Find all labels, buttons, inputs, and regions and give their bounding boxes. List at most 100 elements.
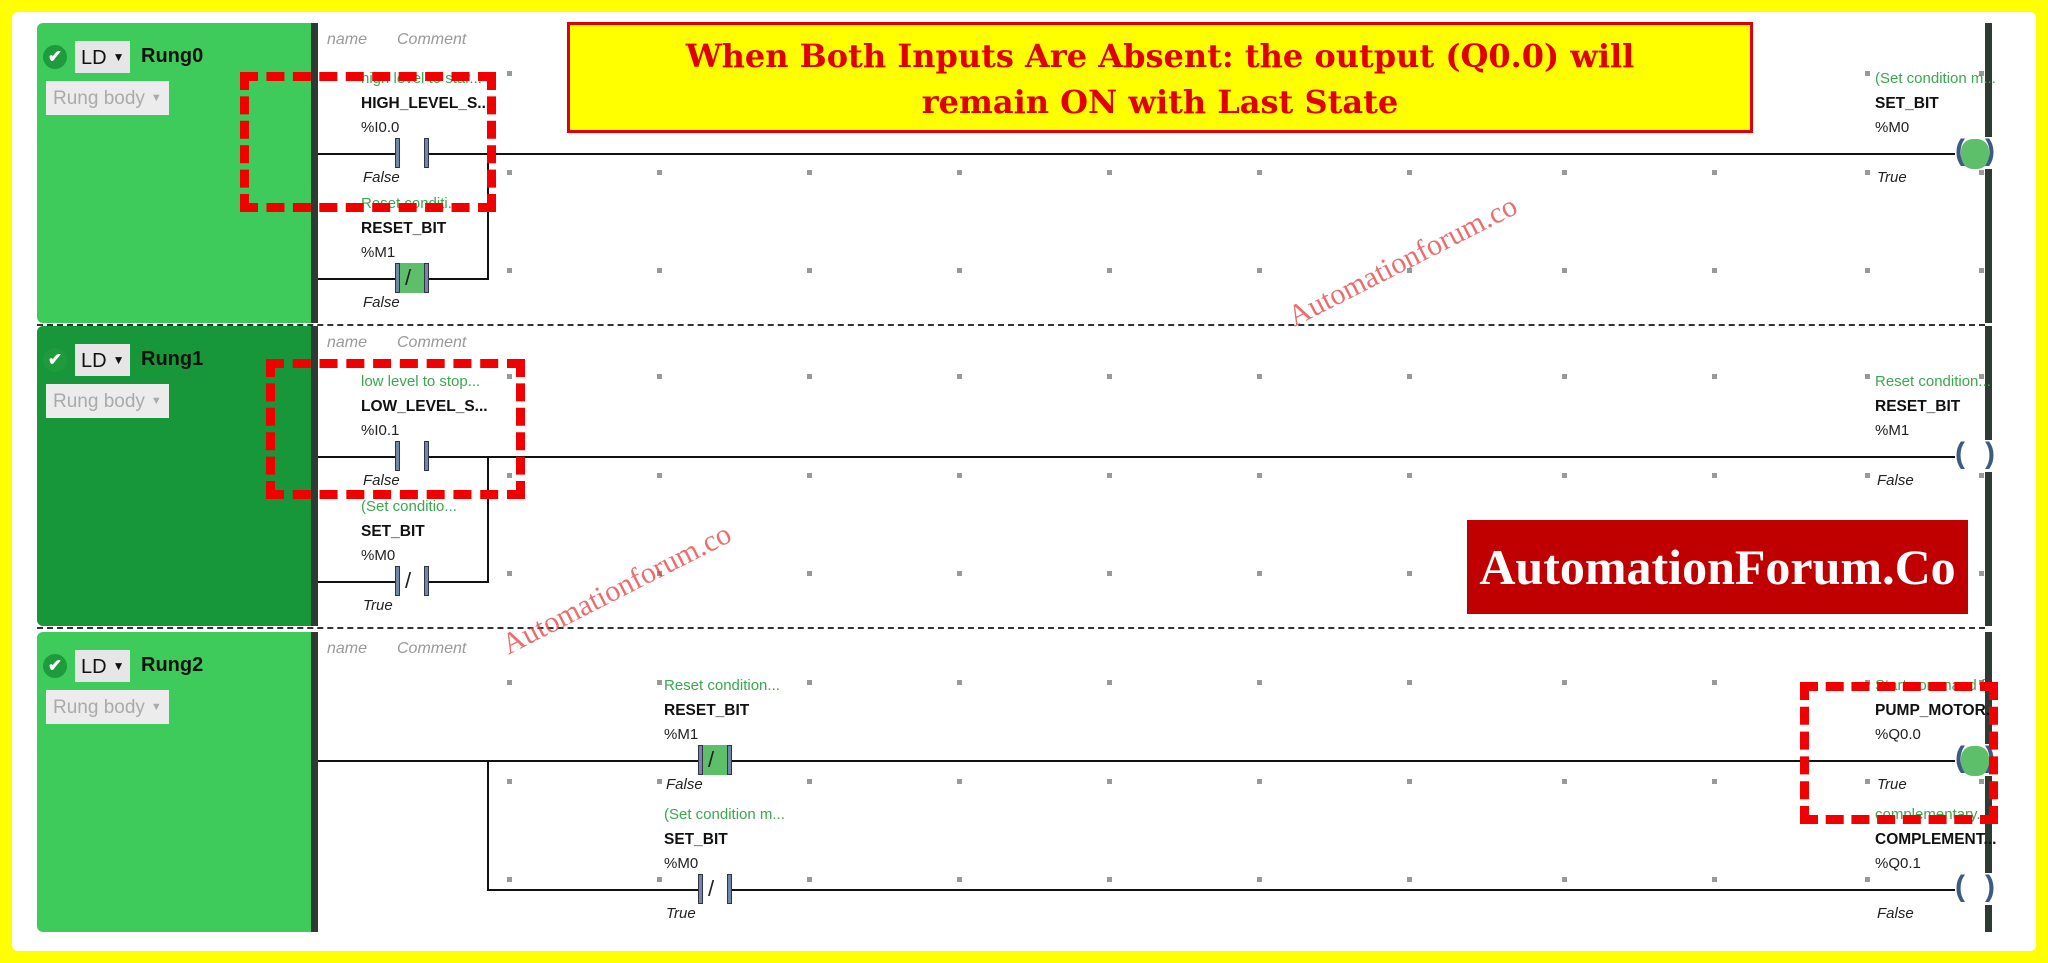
grid-dot: [1979, 374, 1984, 379]
language-dropdown[interactable]: LD ▼: [75, 41, 131, 73]
automationforum-logo: AutomationForum.Co: [1467, 520, 1968, 614]
element-state: True: [1877, 776, 1907, 793]
element-address: %Q0.1: [1875, 855, 1921, 872]
grid-dot: [1562, 680, 1567, 685]
annotation-banner: When Both Inputs Are Absent: the output …: [567, 22, 1753, 133]
coil-icon[interactable]: (): [1955, 870, 1995, 905]
grid-dot: [507, 473, 512, 478]
element-state: False: [363, 169, 400, 186]
language-value: LD: [81, 350, 107, 372]
rung-header-panel[interactable]: ✔ LD ▼ Rung1 Rung body ▼: [37, 326, 311, 626]
grid-dot: [1107, 374, 1112, 379]
grid-dot: [1865, 779, 1870, 784]
grid-dot: [957, 571, 962, 576]
grid-dot: [1407, 680, 1412, 685]
contact-bar: [395, 441, 400, 471]
coil-icon[interactable]: (): [1955, 134, 1995, 169]
rung-name-field[interactable]: name: [327, 640, 368, 657]
element-symbol: RESET_BIT: [1875, 398, 1961, 415]
element-symbol: PUMP_MOTOR...: [1875, 702, 1999, 719]
grid-dot: [1712, 268, 1717, 273]
grid-dot: [657, 877, 662, 882]
grid-dot: [957, 877, 962, 882]
right-power-rail: [1985, 632, 1992, 932]
check-circle-icon: ✔: [43, 348, 67, 372]
grid-dot: [1562, 779, 1567, 784]
rung-separator: [37, 627, 1985, 629]
grid-dot: [1865, 170, 1870, 175]
rung-name-field[interactable]: name: [327, 334, 368, 351]
coil-right-paren: ): [1985, 870, 1995, 903]
coil-icon[interactable]: (): [1955, 741, 1995, 776]
rung-name-field[interactable]: name: [327, 31, 368, 48]
coil-icon[interactable]: (): [1955, 437, 1995, 472]
grid-dot: [807, 779, 812, 784]
chevron-down-icon: ▼: [150, 701, 162, 713]
normally-open-contact-icon[interactable]: [395, 138, 429, 168]
coil-fill: [1961, 746, 1989, 776]
rung-comment-field[interactable]: Comment: [397, 31, 467, 48]
chevron-down-icon: ▼: [112, 353, 125, 367]
normally-closed-contact-icon[interactable]: /: [698, 874, 732, 904]
language-dropdown[interactable]: LD ▼: [75, 344, 131, 376]
grid-dot: [1865, 71, 1870, 76]
rung-title: Rung0: [141, 45, 204, 67]
element-symbol: SET_BIT: [1875, 95, 1939, 112]
highlight-box: [240, 72, 496, 212]
grid-dot: [807, 374, 812, 379]
rung-comment-field[interactable]: Comment: [397, 334, 467, 351]
element-state: False: [1877, 472, 1914, 489]
contact-bar: [395, 566, 400, 596]
right-power-rail: [1985, 23, 1992, 323]
rung-comment-field[interactable]: Comment: [397, 640, 467, 657]
grid-dot: [957, 680, 962, 685]
element-symbol: LOW_LEVEL_S...: [361, 398, 488, 415]
grid-dot: [807, 571, 812, 576]
grid-dot: [1407, 374, 1412, 379]
section-dropdown[interactable]: Rung body ▼: [46, 81, 169, 115]
element-state: False: [363, 294, 400, 311]
grid-dot: [807, 680, 812, 685]
normally-closed-contact-icon[interactable]: /: [698, 745, 732, 775]
contact-bar: [698, 745, 703, 775]
wire: [487, 889, 1958, 891]
section-dropdown[interactable]: Rung body ▼: [46, 690, 169, 724]
element-state: False: [1877, 905, 1914, 922]
normally-closed-contact-icon[interactable]: /: [395, 566, 429, 596]
element-comment: (Set conditio...: [361, 498, 457, 515]
rung-header-panel[interactable]: ✔ LD ▼ Rung2 Rung body ▼: [37, 632, 311, 932]
grid-dot: [507, 374, 512, 379]
normally-closed-contact-icon[interactable]: /: [395, 263, 429, 293]
left-power-rail: [311, 326, 318, 626]
element-comment: Reset condition...: [664, 677, 780, 694]
language-dropdown[interactable]: LD ▼: [75, 650, 131, 682]
section-dropdown[interactable]: Rung body ▼: [46, 384, 169, 418]
normally-open-contact-icon[interactable]: [395, 441, 429, 471]
chevron-down-icon: ▼: [150, 395, 162, 407]
element-address: %Q0.0: [1875, 726, 1921, 743]
grid-dot: [507, 170, 512, 175]
contact-slash: /: [405, 265, 412, 290]
chevron-down-icon: ▼: [112, 659, 125, 673]
grid-dot: [957, 268, 962, 273]
element-address: %M0: [664, 855, 699, 872]
rung-2[interactable]: ✔ LD ▼ Rung2 Rung body ▼ name Comment Reset cond…: [37, 632, 1999, 932]
wire: [487, 456, 489, 583]
grid-dot: [1257, 571, 1262, 576]
contact-slash: /: [708, 876, 715, 901]
highlight-box: [266, 359, 525, 499]
language-value: LD: [81, 47, 107, 69]
grid-dot: [1407, 268, 1412, 273]
rung-1[interactable]: ✔ LD ▼ Rung1 Rung body ▼ name Comment low level …: [37, 326, 1995, 629]
wire: [318, 153, 1958, 155]
coil-right-paren: ): [1985, 437, 1995, 470]
grid-dot: [1257, 877, 1262, 882]
grid-dot: [1407, 170, 1412, 175]
element-state: True: [363, 597, 393, 614]
grid-dot: [807, 268, 812, 273]
element-address: %M0: [361, 547, 396, 564]
grid-dot: [1257, 374, 1262, 379]
grid-dot: [807, 170, 812, 175]
section-value: Rung body: [53, 697, 145, 718]
rung-title: Rung2: [141, 654, 204, 676]
